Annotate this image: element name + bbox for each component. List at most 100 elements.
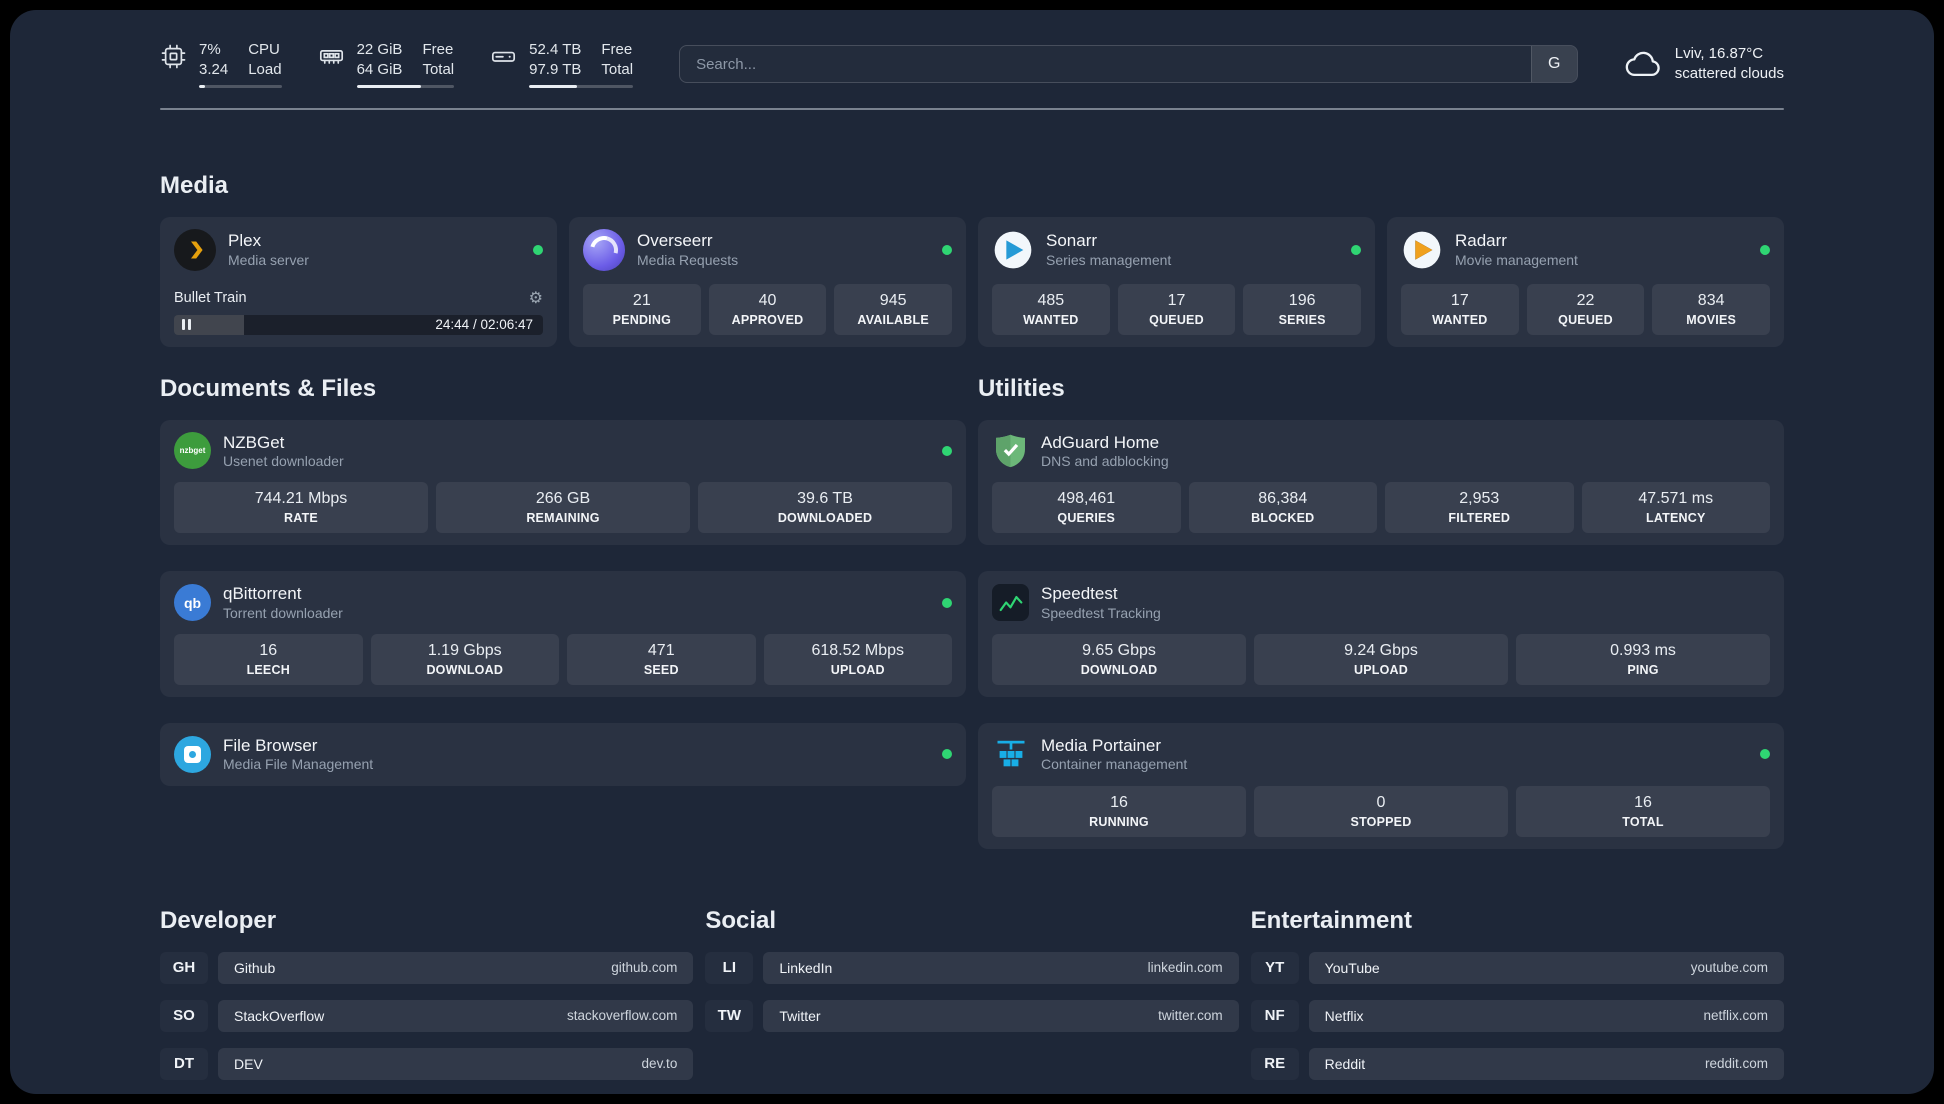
bookmark-abbr: SO: [160, 1000, 208, 1032]
stat-upload: 618.52 Mbps UPLOAD: [763, 634, 952, 686]
stat-series: 196 SERIES: [1243, 283, 1361, 335]
card-plex[interactable]: Plex Media server Bullet Train ⚙ 24:44 /…: [160, 216, 557, 347]
speedtest-icon: [992, 584, 1029, 622]
stat-movies: 834 MOVIES: [1652, 283, 1770, 335]
section-title-entertainment: Entertainment: [1250, 906, 1413, 934]
bookmark-dev[interactable]: DT DEV dev.to: [160, 1047, 694, 1080]
bookmark-name: LinkedIn: [779, 959, 833, 976]
memory-icon: [319, 50, 343, 64]
adguard-icon: [992, 432, 1029, 469]
stat-stopped: 0 STOPPED: [1254, 785, 1508, 837]
bookmark-github[interactable]: GH Github github.com: [160, 951, 694, 984]
card-speedtest[interactable]: Speedtest Speedtest Tracking 9.65 Gbps D…: [978, 571, 1784, 698]
service-desc: Torrent downloader: [223, 604, 343, 621]
stat-total: 16 TOTAL: [1516, 785, 1770, 837]
status-dot: [1760, 749, 1770, 760]
bookmark-reddit[interactable]: RE Reddit reddit.com: [1251, 1047, 1784, 1080]
service-desc: Speedtest Tracking: [1041, 604, 1161, 621]
card-qbittorrent[interactable]: qb qBittorrent Torrent downloader 16 LEE…: [160, 571, 966, 698]
stat-queued: 22 QUEUED: [1526, 283, 1645, 335]
stat-pending: 21 PENDING: [583, 283, 701, 335]
bookmark-name: StackOverflow: [234, 1007, 325, 1024]
card-sonarr[interactable]: Sonarr Series management 485 WANTED 17 Q…: [978, 216, 1375, 347]
playback-progress-bar[interactable]: 24:44 / 02:06:47: [174, 314, 543, 335]
stat-latency: 47.571 ms LATENCY: [1581, 482, 1770, 534]
service-desc: Movie management: [1455, 251, 1578, 268]
cpu-icon: [161, 44, 186, 69]
portainer-icon: [992, 736, 1029, 773]
topbar: 7% 3.24 CPU Load: [160, 38, 1784, 90]
bookmark-domain: twitter.com: [1158, 1008, 1223, 1024]
service-desc: Series management: [1046, 251, 1172, 268]
memory-usage-bar: [356, 85, 455, 88]
section-title-developer: Developer: [160, 906, 277, 934]
section-utilities: Utilities AdGuard Home: [978, 375, 1784, 849]
bookmark-abbr: TW: [705, 1000, 753, 1032]
disk-values: 52.4 TB 97.9 TB: [529, 41, 582, 78]
service-desc: Media File Management: [223, 756, 374, 773]
status-dot: [942, 244, 952, 255]
bookmark-domain: dev.to: [641, 1056, 678, 1072]
weather-condition: scattered clouds: [1674, 65, 1784, 82]
card-portainer[interactable]: Media Portainer Container management 16 …: [978, 723, 1784, 849]
stat-download: 9.65 Gbps DOWNLOAD: [992, 634, 1246, 686]
bookmark-twitter[interactable]: TW Twitter twitter.com: [705, 999, 1239, 1032]
bookmark-domain: linkedin.com: [1147, 960, 1223, 976]
card-radarr[interactable]: Radarr Movie management 17 WANTED 22 QUE…: [1387, 216, 1784, 347]
bookmark-abbr: DT: [160, 1048, 208, 1080]
status-dot: [533, 244, 543, 255]
card-filebrowser[interactable]: File Browser Media File Management: [160, 723, 966, 786]
stat-remaining: 266 GB REMAINING: [436, 482, 690, 534]
pause-icon[interactable]: [182, 319, 191, 331]
service-name: Sonarr: [1046, 231, 1098, 251]
stat-queries: 498,461 QUERIES: [992, 482, 1181, 534]
search-input[interactable]: [680, 46, 1531, 82]
section-title-media: Media: [160, 172, 229, 199]
section-title-utilities: Utilities: [978, 374, 1065, 402]
card-overseerr[interactable]: Overseerr Media Requests 21 PENDING 40 A…: [569, 216, 966, 347]
section-title-social: Social: [705, 906, 777, 934]
bookmark-abbr: NF: [1251, 1000, 1299, 1032]
bookmark-abbr: YT: [1251, 952, 1299, 984]
plex-icon: [174, 228, 216, 271]
memory-widget: 22 GiB 64 GiB Free Total: [318, 40, 455, 88]
service-desc: DNS and adblocking: [1041, 452, 1169, 469]
search-provider-button[interactable]: G: [1530, 46, 1577, 82]
stat-leech: 16 LEECH: [174, 634, 363, 686]
status-dot: [1351, 244, 1361, 255]
bookmark-name: Reddit: [1324, 1055, 1366, 1072]
card-nzbget[interactable]: nzbget NZBGet Usenet downloader 744.21 M…: [160, 419, 966, 546]
bookmark-name: Twitter: [779, 1007, 821, 1024]
stat-blocked: 86,384 BLOCKED: [1188, 482, 1377, 534]
service-name: Overseerr: [637, 231, 713, 251]
stat-download: 1.19 Gbps DOWNLOAD: [370, 634, 559, 686]
service-name: AdGuard Home: [1041, 432, 1160, 452]
status-dot: [942, 445, 952, 456]
filebrowser-icon: [174, 735, 211, 773]
stat-seed: 471 SEED: [567, 634, 756, 686]
service-desc: Media Requests: [637, 251, 739, 268]
service-name: Plex: [228, 231, 262, 251]
topbar-divider: [160, 108, 1784, 110]
disk-widget: 52.4 TB 97.9 TB Free Total: [490, 40, 634, 88]
stat-rate: 744.21 Mbps RATE: [174, 482, 428, 534]
stat-ping: 0.993 ms PING: [1516, 634, 1770, 686]
gear-icon[interactable]: ⚙: [528, 289, 543, 307]
bookmark-youtube[interactable]: YT YouTube youtube.com: [1251, 951, 1784, 984]
radarr-icon: [1401, 229, 1443, 271]
stat-approved: 40 APPROVED: [708, 283, 827, 335]
disk-icon: [492, 51, 516, 62]
bookmark-linkedin[interactable]: LI LinkedIn linkedin.com: [705, 951, 1239, 984]
disk-usage-bar: [529, 85, 634, 88]
service-desc: Container management: [1041, 756, 1188, 773]
bookmark-abbr: LI: [705, 952, 753, 984]
section-documents: Documents & Files nzbget NZBGet Usenet d…: [160, 375, 966, 786]
stat-running: 16 RUNNING: [992, 785, 1246, 837]
card-adguard[interactable]: AdGuard Home DNS and adblocking 498,461 …: [978, 419, 1784, 546]
search-bar: G: [679, 45, 1578, 83]
bookmark-stackoverflow[interactable]: SO StackOverflow stackoverflow.com: [160, 999, 694, 1032]
cloud-icon: [1625, 51, 1660, 77]
service-desc: Usenet downloader: [223, 452, 344, 469]
service-name: Speedtest: [1041, 584, 1118, 604]
bookmark-netflix[interactable]: NF Netflix netflix.com: [1251, 999, 1784, 1032]
